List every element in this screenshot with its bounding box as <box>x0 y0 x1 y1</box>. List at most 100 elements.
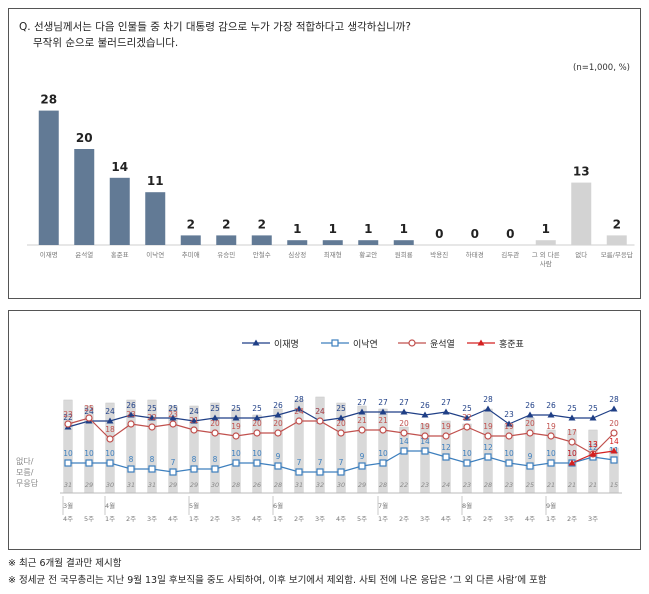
bar-홍준표 <box>109 177 130 245</box>
legend-marker-이낙연 <box>331 339 339 347</box>
week-tick-label: 2주 <box>399 515 409 523</box>
none-series-label-2: 모름/ <box>16 468 34 477</box>
point-이재명 <box>484 405 492 412</box>
point-윤석열 <box>85 414 93 422</box>
bar-value-label: 13 <box>573 165 590 179</box>
category-label: 없다 <box>575 250 587 259</box>
point-이재명 <box>568 414 576 421</box>
data-label-이재명: 26 <box>126 401 136 410</box>
category-label: 유승민 <box>217 250 235 259</box>
point-이낙연 <box>442 453 450 461</box>
question-line-2: 무작위 순으로 불러드리겠습니다. <box>33 37 179 49</box>
data-label-윤석열: 22 <box>147 413 157 422</box>
footnote-1: ※ 최근 6개월 결과만 제시함 <box>8 558 122 569</box>
week-tick-label: 3주 <box>231 515 241 523</box>
point-이재명 <box>211 414 219 421</box>
data-label-이재명: 24 <box>315 407 325 416</box>
none-bar-value: 30 <box>211 481 219 489</box>
point-이재명 <box>400 408 408 415</box>
category-label: 모름/무응답 <box>601 251 633 259</box>
bar-value-label: 2 <box>222 217 230 231</box>
data-label-이낙연: 9 <box>360 452 365 461</box>
none-bar-value: 29 <box>169 481 177 489</box>
data-label-이낙연: 10 <box>252 449 262 458</box>
point-이재명 <box>610 405 618 412</box>
point-윤석열 <box>274 429 282 437</box>
category-label: 홍준표 <box>111 250 129 259</box>
point-이낙연 <box>358 462 366 470</box>
bar-이재명 <box>38 110 59 245</box>
point-이낙연 <box>211 465 219 473</box>
data-label-윤석열: 18 <box>105 425 115 434</box>
none-series-label-3: 무응답 <box>16 478 39 488</box>
week-tick-label: 1주 <box>105 515 115 523</box>
none-bar-value: 28 <box>379 481 387 489</box>
bar-chart: 28이재명20윤석열14홍준표11이낙연2추미애2유승민2안철수1심상정1최재형… <box>27 93 635 268</box>
data-label-이낙연: 7 <box>297 458 302 467</box>
point-이낙연 <box>232 459 240 467</box>
legend-marker-윤석열 <box>408 339 416 347</box>
data-label-이낙연: 8 <box>192 455 197 464</box>
week-tick-label: 1주 <box>189 515 199 523</box>
bar-value-label: 20 <box>76 131 93 145</box>
data-label-윤석열: 19 <box>504 422 514 431</box>
legend-label-이재명: 이재명 <box>274 339 299 350</box>
bar-value-label: 2 <box>613 217 621 231</box>
data-label-이재명: 25 <box>168 404 178 413</box>
category-label: 최재형 <box>324 250 342 259</box>
bar-value-label: 0 <box>506 227 514 241</box>
point-이낙연 <box>421 447 429 455</box>
none-bar-value: 21 <box>568 481 576 489</box>
none-bar-value: 21 <box>547 481 555 489</box>
category-label: 원희룡 <box>395 250 413 259</box>
data-label-윤석열: 20 <box>609 419 619 428</box>
trend-line-chart: 이재명 이낙연 윤석열 홍준표 31 29 30 31 31 29 29 30 28 26 28 31 32 30… <box>16 338 622 523</box>
point-윤석열 <box>127 420 135 428</box>
data-label-윤석열: 23 <box>63 410 73 419</box>
point-윤석열 <box>253 429 261 437</box>
data-label-윤석열: 21 <box>378 416 388 425</box>
point-이낙연 <box>85 459 93 467</box>
point-이낙연 <box>316 468 324 476</box>
point-이재명 <box>463 414 471 421</box>
none-bar-value: 28 <box>232 481 240 489</box>
data-label-윤석열: 19 <box>546 422 556 431</box>
bar-value-label: 2 <box>258 217 266 231</box>
data-label-이낙연: 10 <box>231 449 241 458</box>
point-이낙연 <box>148 465 156 473</box>
bar-그 외 다른 사람 <box>535 240 556 245</box>
point-이재명 <box>148 414 156 421</box>
bar-value-label: 1 <box>400 222 408 236</box>
legend-marker-이재명 <box>252 339 260 346</box>
point-이재명 <box>274 411 282 418</box>
none-bar-value: 23 <box>505 481 513 489</box>
month-tick-label: 9월 <box>546 501 556 510</box>
none-bar-value: 29 <box>358 481 366 489</box>
month-tick-label: 4월 <box>105 501 115 510</box>
data-label-이재명: 26 <box>420 401 430 410</box>
none-bar-value: 28 <box>274 481 282 489</box>
none-bar-value: 23 <box>421 481 429 489</box>
bar-없다 <box>571 182 592 245</box>
point-윤석열 <box>169 420 177 428</box>
point-이재명 <box>526 411 534 418</box>
data-label-윤석열: 23 <box>168 410 178 419</box>
week-tick-label: 4주 <box>336 515 346 523</box>
data-label-윤석열: 20 <box>273 419 283 428</box>
point-윤석열 <box>463 423 471 431</box>
bar-value-label: 14 <box>111 160 128 174</box>
none-bar-value: 28 <box>484 481 492 489</box>
question-line-1: Q. 선생님께서는 다음 인물들 중 차기 대통령 감으로 누가 가장 적합하다… <box>19 21 411 33</box>
data-label-이재명: 25 <box>147 404 157 413</box>
point-윤석열 <box>400 429 408 437</box>
point-윤석열 <box>337 429 345 437</box>
data-label-이낙연: 12 <box>588 443 598 452</box>
none-bar-value: 23 <box>463 481 471 489</box>
data-label-이낙연: 10 <box>567 449 577 458</box>
week-tick-label: 2주 <box>126 515 136 523</box>
point-이재명 <box>232 414 240 421</box>
week-tick-label: 1주 <box>462 515 472 523</box>
point-이낙연 <box>526 462 534 470</box>
point-이재명 <box>253 414 261 421</box>
data-label-이재명: 25 <box>252 404 262 413</box>
